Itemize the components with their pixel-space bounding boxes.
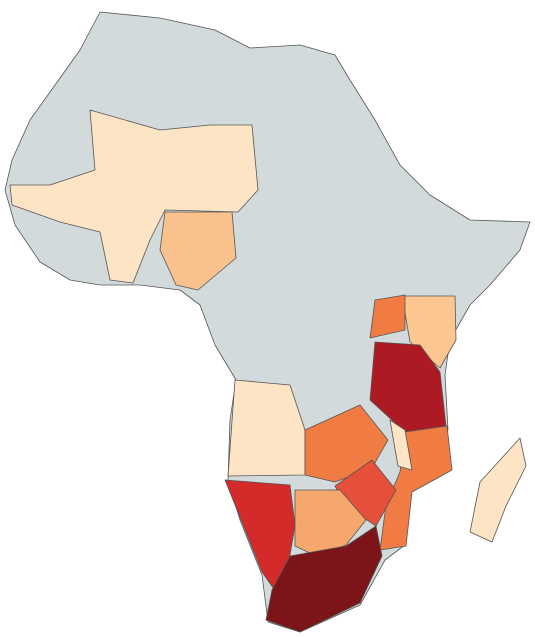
country <box>159 211 237 291</box>
country <box>469 437 527 543</box>
country <box>224 479 296 593</box>
country <box>379 425 453 551</box>
country <box>369 294 406 339</box>
country <box>265 525 383 633</box>
country <box>227 379 306 477</box>
country <box>294 489 367 557</box>
country <box>389 419 413 471</box>
country <box>401 295 457 369</box>
country <box>9 109 259 284</box>
